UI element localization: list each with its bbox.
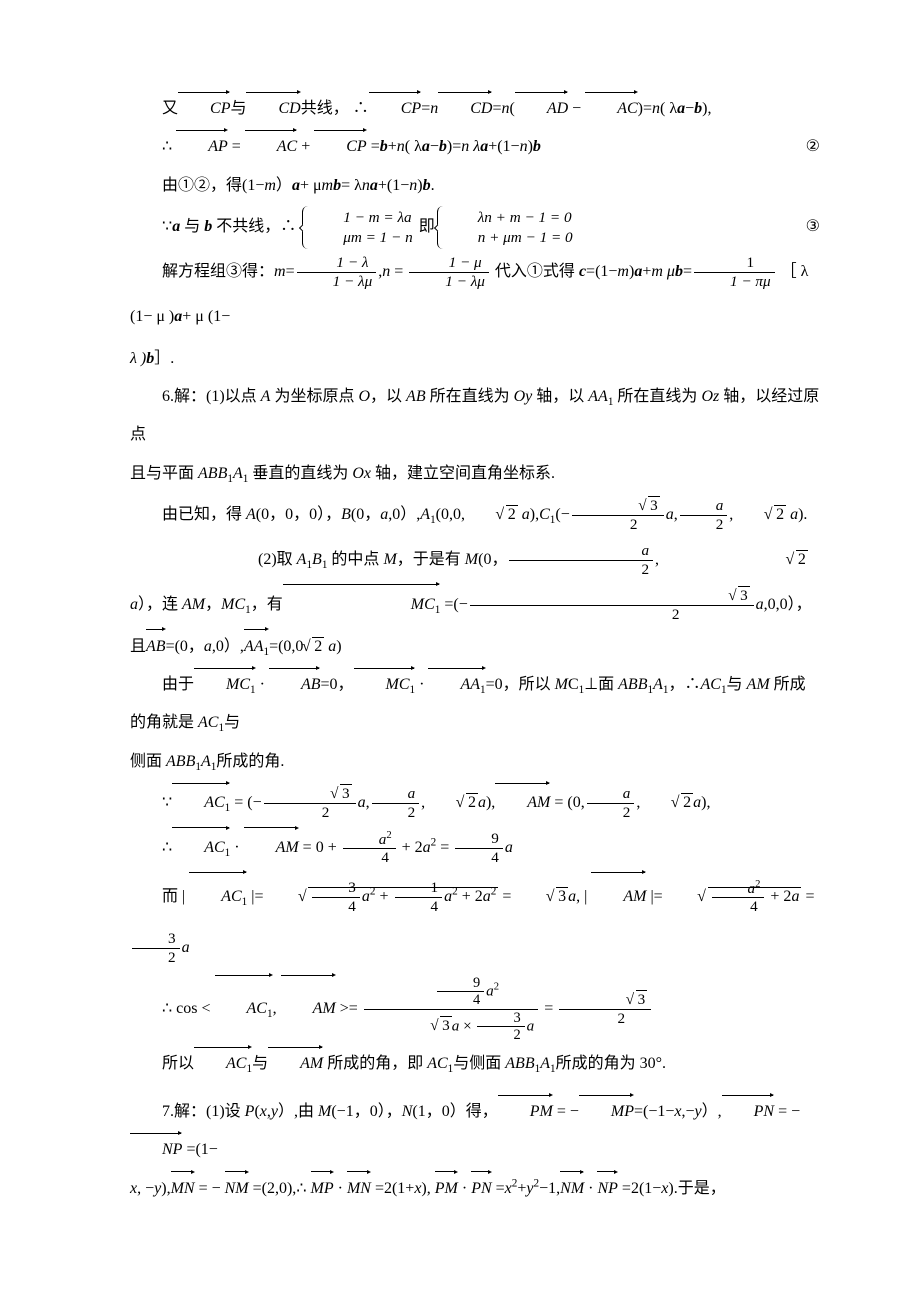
brace-1: 1 − m = λaμm = 1 − n: [302, 206, 416, 250]
vec-CD: CD: [246, 90, 300, 128]
para-5b: λ )b］.: [130, 340, 820, 378]
text: 又: [162, 100, 178, 117]
para-7: 7.解：(1)设 P(x,y）,由 M(−1，0），N(1，0）得，PM = −…: [130, 1093, 820, 1170]
para-6f: 由于MC1 · AB=0，MC1 · AA1=0，所以 MC1⊥面 ABB1A1…: [130, 666, 820, 743]
eq-4: ∴ cos < AC1, AM >= 94a23a × 32a = 32: [130, 973, 820, 1045]
para-6b: 且与平面 ABB1A1 垂直的直线为 Ox 轴，建立空间直角坐标系.: [130, 455, 820, 493]
para-6d: (2)取 A1B1 的中点 M，于是有 M(0，a2,2 a），连 AM，MC1…: [130, 538, 820, 628]
eq-3: 而 | AC1 |= 34a2 + 14a2 + 2a2 = 3a, | AM …: [130, 871, 820, 973]
para-6e: 且AB=(0，a,0）,AA1=(0,02 a): [130, 628, 820, 666]
para-2: ∴ AP = AC + CP =b+n( λa−b)=n λa+(1−n)b ②: [130, 128, 820, 166]
para-6h: 所以AC1与AM 所成的角，即 AC1与侧面 ABB1A1所成的角为 30°.: [130, 1045, 820, 1083]
para-6c: 由已知，得 A(0，0，0），B(0，a,0）,A1(0,0,2 a),C1(−…: [130, 493, 820, 538]
para-3: 由①②，得(1−m）a+ μmb= λna+(1−n)b.: [130, 167, 820, 205]
para-7b: x, −y),MN = − NM =(2,0),∴ MP · MN =2(1+x…: [130, 1170, 820, 1208]
brace-2: λn + m − 1 = 0n + μm − 1 = 0: [437, 206, 577, 250]
eq-1: ∵AC1 = (−32a,a2,2a),AM = (0,a2,2a),: [130, 781, 820, 826]
vec-CP: CP: [178, 90, 230, 128]
para-1: 又CP与CD共线， ∴CP=nCD=n(AD − AC)=n( λa−b),: [130, 90, 820, 128]
para-6g: 侧面 ABB1A1所成的角.: [130, 743, 820, 781]
eq-2: ∴AC1 · AM = 0 + a24 + 2a2 = 94a: [130, 826, 820, 871]
para-6a: 6.解：(1)以点 A 为坐标原点 O，以 AB 所在直线为 Oy 轴，以 AA…: [130, 378, 820, 455]
para-5: 解方程组③得：m=1 − λ1 − λμ,n = 1 − μ1 − λμ 代入①…: [130, 250, 820, 340]
para-4: ∵a 与 b 不共线，∴ 1 − m = λaμm = 1 − n即λn + m…: [130, 205, 820, 250]
eq-num-2: ②: [774, 128, 820, 166]
eq-num-3: ③: [774, 205, 820, 250]
